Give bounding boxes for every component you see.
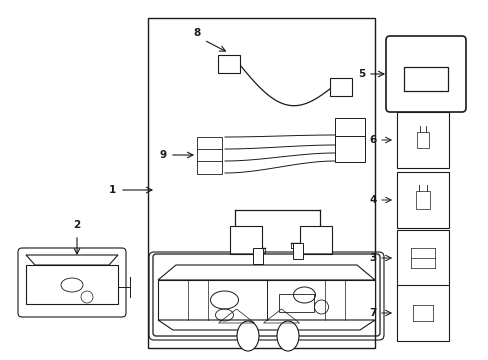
Bar bbox=[415, 192, 429, 208]
Bar bbox=[229, 226, 262, 254]
FancyBboxPatch shape bbox=[385, 36, 465, 112]
Text: 7: 7 bbox=[368, 308, 376, 318]
Polygon shape bbox=[158, 280, 374, 320]
Bar bbox=[197, 161, 222, 174]
Text: 1: 1 bbox=[108, 185, 115, 195]
Text: 2: 2 bbox=[73, 220, 81, 230]
Bar bbox=[416, 132, 428, 148]
Bar bbox=[252, 248, 263, 264]
Text: 8: 8 bbox=[193, 28, 200, 38]
Bar bbox=[396, 112, 448, 168]
Polygon shape bbox=[26, 265, 118, 304]
Text: 3: 3 bbox=[368, 253, 376, 263]
Bar bbox=[278, 294, 313, 312]
Text: 6: 6 bbox=[368, 135, 376, 145]
Bar bbox=[299, 226, 331, 254]
Bar bbox=[404, 67, 447, 91]
Bar bbox=[396, 172, 448, 228]
Bar bbox=[334, 136, 364, 162]
Text: 9: 9 bbox=[159, 150, 166, 160]
Ellipse shape bbox=[276, 321, 298, 351]
Polygon shape bbox=[158, 265, 374, 280]
Polygon shape bbox=[26, 255, 118, 265]
Ellipse shape bbox=[237, 321, 259, 351]
Bar bbox=[197, 137, 222, 150]
Polygon shape bbox=[158, 320, 374, 330]
Bar bbox=[197, 149, 222, 162]
Text: 4: 4 bbox=[368, 195, 376, 205]
Text: 5: 5 bbox=[358, 69, 365, 79]
Bar bbox=[148, 18, 374, 348]
Bar bbox=[292, 243, 303, 259]
Bar bbox=[334, 118, 364, 144]
Bar bbox=[396, 285, 448, 341]
Bar bbox=[329, 78, 351, 96]
Bar bbox=[396, 230, 448, 286]
Bar bbox=[218, 55, 240, 73]
